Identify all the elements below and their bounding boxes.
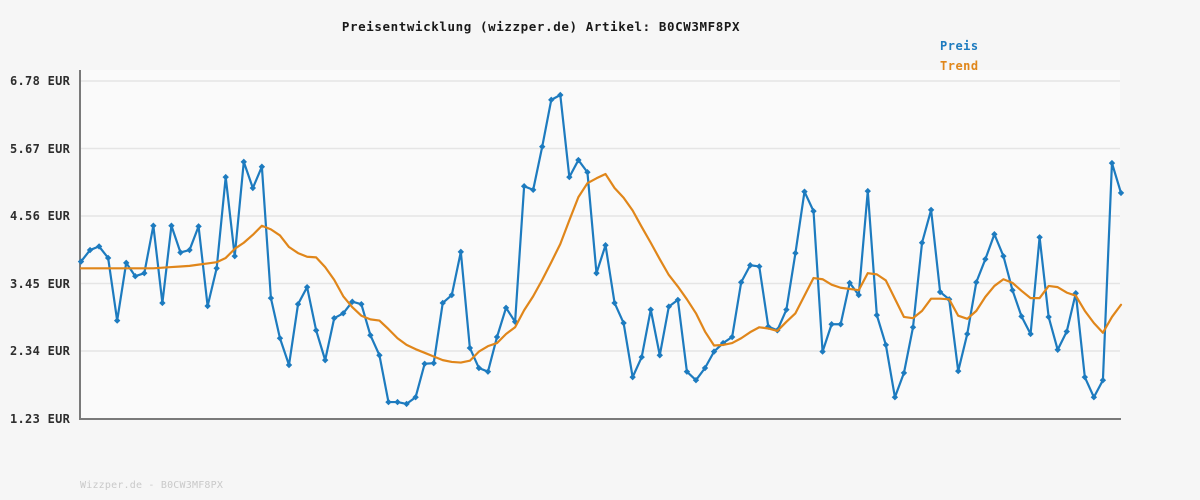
plot-background — [80, 70, 1120, 420]
y-tick-label: 6.78 EUR — [10, 74, 71, 88]
watermark-text: Wizzper.de - B0CW3MF8PX — [80, 480, 224, 491]
chart-title: Preisentwicklung (wizzper.de) Artikel: B… — [341, 19, 741, 34]
y-tick-label: 5.67 EUR — [10, 141, 71, 156]
legend-item-preis: Preis — [940, 39, 979, 53]
y-tick-label: 2.34 EUR — [10, 344, 71, 358]
trend-line — [79, 172, 1123, 364]
y-tick-label: 4.56 EUR — [10, 209, 71, 223]
y-tick-label: 3.45 EUR — [10, 276, 71, 291]
legend-item-trend: Trend — [940, 59, 979, 73]
y-tick-label: 1.23 EUR — [10, 411, 71, 426]
chart-legend: Preis Trend — [940, 39, 979, 79]
